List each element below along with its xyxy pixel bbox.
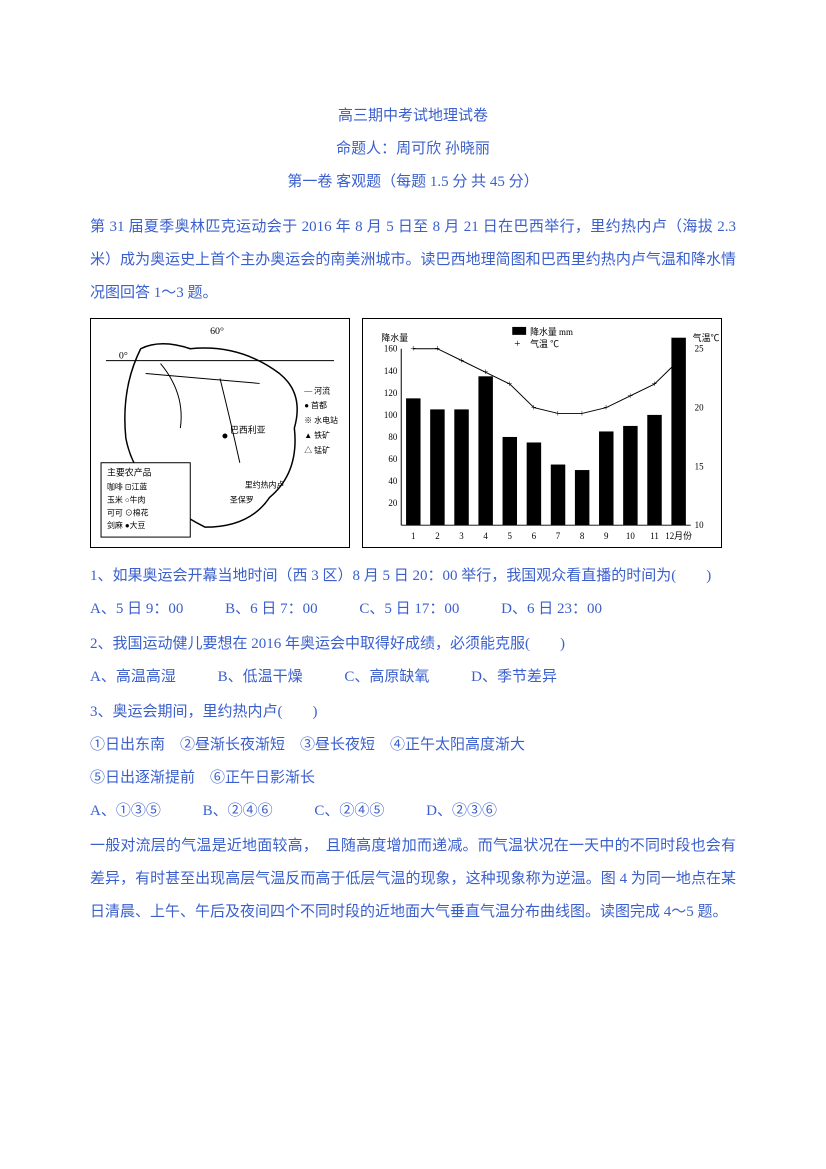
q3-opt-d: D、②③⑥ [426, 795, 497, 828]
section-title: 第一卷 客观题（每题 1.5 分 共 45 分） [90, 166, 736, 199]
q2-opt-d: D、季节差异 [471, 661, 557, 694]
svg-text:60: 60 [388, 454, 397, 464]
svg-text:— 河流: — 河流 [303, 385, 330, 395]
svg-text:里约热内卢: 里约热内卢 [245, 480, 285, 490]
svg-text:10: 10 [695, 520, 704, 530]
svg-text:11: 11 [650, 531, 659, 541]
q1-opt-a: A、5 日 9：00 [90, 593, 183, 626]
svg-text:160: 160 [384, 344, 398, 354]
svg-text:25: 25 [695, 344, 704, 354]
svg-text:120: 120 [384, 388, 398, 398]
svg-text:● 首都: ● 首都 [304, 400, 327, 410]
svg-text:3: 3 [459, 531, 464, 541]
question-1: 1、如果奥运会开幕当地时间（西 3 区）8 月 5 日 20：00 举行，我国观… [90, 560, 736, 626]
svg-text:1: 1 [411, 531, 415, 541]
map-equator-label: 0° [119, 351, 128, 362]
svg-text:圣保罗: 圣保罗 [230, 494, 254, 504]
svg-text:气温 ℃: 气温 ℃ [530, 338, 559, 349]
q3-line1: ①日出东南 ②昼渐长夜渐短 ③昼长夜短 ④正午太阳高度渐大 [90, 729, 736, 762]
header-block: 高三期中考试地理试卷 命题人：周可欣 孙晓丽 第一卷 客观题（每题 1.5 分 … [90, 100, 736, 199]
q3-opt-b: B、②④⑥ [203, 795, 273, 828]
question-3: 3、奥运会期间，里约热内卢( ) ①日出东南 ②昼渐长夜渐短 ③昼长夜短 ④正午… [90, 696, 736, 828]
passage-2: 一般对流层的气温是近地面较高， 且随高度增加而递减。而气温状况在一天中的不同时段… [90, 830, 736, 929]
svg-text:气温℃: 气温℃ [693, 332, 720, 343]
map-60w-label: 60° [210, 326, 224, 337]
svg-text:▲ 铁矿: ▲ 铁矿 [304, 430, 330, 440]
q1-opt-c: C、5 日 17：00 [359, 593, 459, 626]
svg-text:玉米 ○牛肉: 玉米 ○牛肉 [107, 494, 146, 504]
q1-opt-d: D、6 日 23：00 [501, 593, 602, 626]
q2-opt-b: B、低温干燥 [218, 661, 303, 694]
svg-text:降水量 mm: 降水量 mm [530, 326, 573, 337]
svg-text:降水量: 降水量 [381, 332, 408, 343]
q1-stem: 1、如果奥运会开幕当地时间（西 3 区）8 月 5 日 20：00 举行，我国观… [90, 560, 736, 593]
q3-opt-a: A、①③⑤ [90, 795, 161, 828]
svg-text:80: 80 [388, 432, 397, 442]
exam-subtitle: 命题人：周可欣 孙晓丽 [90, 133, 736, 166]
svg-text:40: 40 [388, 476, 397, 486]
svg-text:8: 8 [580, 531, 585, 541]
exam-title: 高三期中考试地理试卷 [90, 100, 736, 133]
svg-text:7: 7 [556, 531, 561, 541]
figure-row: 0° 60° 巴西利亚 里约热内卢 圣保罗 主要农产品 咖啡 ⊡江蓝 玉米 ○牛… [90, 318, 736, 548]
svg-text:20: 20 [695, 403, 704, 413]
svg-text:巴西利亚: 巴西利亚 [230, 424, 266, 435]
q2-opt-a: A、高温高湿 [90, 661, 176, 694]
q1-opt-b: B、6 日 7：00 [225, 593, 318, 626]
svg-text:10: 10 [626, 531, 635, 541]
q2-stem: 2、我国运动健儿要想在 2016 年奥运会中取得好成绩，必须能克服( ) [90, 628, 736, 661]
q3-opt-c: C、②④⑤ [314, 795, 384, 828]
brazil-map: 0° 60° 巴西利亚 里约热内卢 圣保罗 主要农产品 咖啡 ⊡江蓝 玉米 ○牛… [90, 318, 350, 548]
svg-text:140: 140 [384, 366, 398, 376]
svg-text:6: 6 [532, 531, 537, 541]
svg-text:△ 锰矿: △ 锰矿 [304, 445, 330, 455]
svg-text:剑麻 ●大豆: 剑麻 ●大豆 [107, 520, 146, 530]
svg-text:4: 4 [483, 531, 488, 541]
q3-line2: ⑤日出逐渐提前 ⑥正午日影渐长 [90, 762, 736, 795]
svg-text:可可 ⊙棉花: 可可 ⊙棉花 [107, 507, 149, 517]
svg-text:15: 15 [695, 461, 704, 471]
q2-opt-c: C、高原缺氧 [344, 661, 429, 694]
svg-text:2: 2 [435, 531, 439, 541]
svg-text:咖啡 ⊡江蓝: 咖啡 ⊡江蓝 [107, 482, 147, 492]
map-legend-title: 主要农产品 [107, 467, 152, 478]
climate-chart: 20406080100120140160降水量降水量 mm+气温 ℃气温℃101… [362, 318, 722, 548]
passage-1: 第 31 届夏季奥林匹克运动会于 2016 年 8 月 5 日至 8 月 21 … [90, 211, 736, 310]
svg-text:100: 100 [384, 410, 398, 420]
question-2: 2、我国运动健儿要想在 2016 年奥运会中取得好成绩，必须能克服( ) A、高… [90, 628, 736, 694]
svg-text:12月份: 12月份 [665, 530, 692, 541]
svg-text:+: + [514, 338, 520, 350]
svg-text:9: 9 [604, 531, 609, 541]
q3-stem: 3、奥运会期间，里约热内卢( ) [90, 696, 736, 729]
svg-text:※ 水电站: ※ 水电站 [304, 415, 338, 425]
svg-text:5: 5 [508, 531, 513, 541]
svg-text:20: 20 [388, 498, 397, 508]
